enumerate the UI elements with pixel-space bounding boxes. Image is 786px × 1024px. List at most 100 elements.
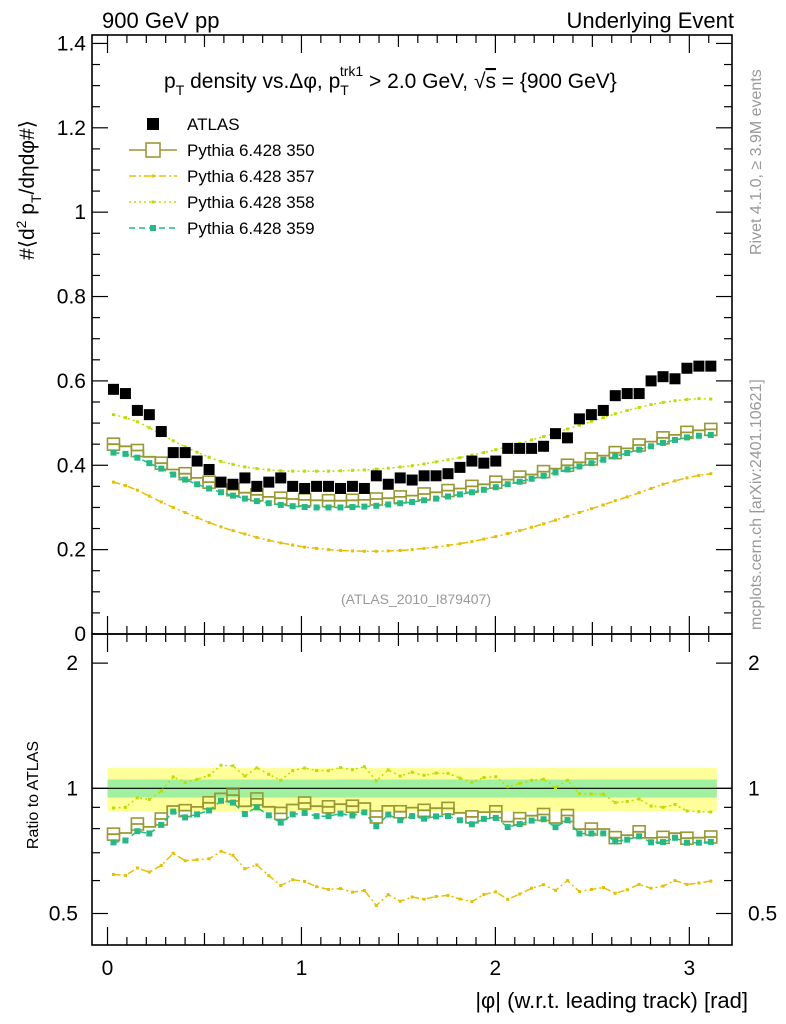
main-marker xyxy=(506,532,510,536)
main-marker xyxy=(470,453,474,457)
main-marker xyxy=(482,537,486,541)
ratio-marker xyxy=(552,824,559,831)
main-marker xyxy=(625,408,629,412)
main-marker xyxy=(637,491,641,495)
ratio-pythia-6-428-357 xyxy=(111,849,713,908)
main-atlas-point xyxy=(382,478,394,490)
ratio-marker xyxy=(482,892,486,896)
main-ytick-label: 0 xyxy=(74,623,86,646)
legend-swatch-marker xyxy=(150,225,156,231)
main-marker xyxy=(362,468,366,472)
ratio-marker xyxy=(194,811,201,818)
main-marker xyxy=(446,458,450,462)
main-marker xyxy=(528,475,535,482)
ratio-marker xyxy=(182,814,189,821)
main-atlas-point xyxy=(287,480,299,492)
main-marker xyxy=(470,540,474,544)
main-marker xyxy=(279,469,283,473)
main-marker xyxy=(456,491,463,498)
ratio-marker xyxy=(231,764,235,768)
main-atlas-point xyxy=(167,447,179,459)
ratio-marker xyxy=(349,812,356,819)
ratio-marker xyxy=(303,879,307,883)
legend-label: Pythia 6.428 359 xyxy=(187,219,315,238)
legend-swatch-atlas xyxy=(147,118,159,130)
legend-item: Pythia 6.428 359 xyxy=(129,219,315,238)
main-marker xyxy=(301,504,308,511)
ratio-marker xyxy=(183,859,187,863)
main-atlas-point xyxy=(394,472,406,484)
main-atlas-point xyxy=(550,428,562,440)
ratio-marker xyxy=(195,777,199,781)
ratio-marker xyxy=(219,763,223,767)
main-marker xyxy=(231,529,235,533)
main-marker xyxy=(361,503,368,510)
main-marker xyxy=(243,532,247,536)
ratio-marker xyxy=(374,904,378,908)
ratio-marker xyxy=(612,838,619,845)
ratio-marker xyxy=(267,874,271,878)
title-sup-trk: trk1 xyxy=(340,63,364,79)
ratio-marker xyxy=(576,830,583,837)
ratio-marker xyxy=(183,781,187,785)
ratio-marker xyxy=(589,887,593,891)
main-marker xyxy=(709,397,713,401)
main-marker xyxy=(207,521,211,525)
ratio-marker xyxy=(409,813,416,820)
ratio-marker xyxy=(170,808,177,815)
main-marker xyxy=(697,397,701,401)
ratio-marker xyxy=(325,813,332,820)
main-atlas-point xyxy=(502,442,514,454)
ratio-marker xyxy=(135,866,139,870)
main-marker xyxy=(588,460,595,467)
main-marker xyxy=(707,431,714,438)
ratio-marker xyxy=(421,815,428,822)
main-marker xyxy=(349,504,356,511)
ratio-marker xyxy=(345,799,360,814)
ratio-marker xyxy=(601,886,605,890)
main-marker xyxy=(504,481,511,488)
main-marker xyxy=(434,545,438,549)
main-ytick-label: 0.8 xyxy=(57,286,86,309)
ratio-marker xyxy=(207,773,211,777)
main-marker xyxy=(289,503,296,510)
main-marker xyxy=(159,500,163,504)
main-atlas-point xyxy=(526,442,538,454)
ratio-marker xyxy=(601,792,605,796)
main-marker xyxy=(683,434,690,441)
analysis-id: (ATLAS_2010_I879407) xyxy=(341,591,491,607)
ratio-marker xyxy=(373,823,380,830)
main-pythia-6-428-357 xyxy=(111,472,713,553)
main-marker xyxy=(231,462,235,466)
main-marker xyxy=(229,492,236,499)
main-atlas-point xyxy=(633,388,645,400)
main-atlas-point xyxy=(514,442,526,454)
main-atlas-point xyxy=(239,472,251,484)
ratio-marker xyxy=(110,839,117,846)
main-marker xyxy=(350,549,354,553)
ratio-marker xyxy=(482,775,486,779)
ratio-marker xyxy=(241,810,248,817)
ratio-marker xyxy=(374,779,378,783)
ratio-frame xyxy=(91,633,733,946)
main-marker xyxy=(480,486,487,493)
main-atlas-point xyxy=(358,482,370,494)
main-marker xyxy=(398,465,402,469)
ratio-marker xyxy=(111,872,115,876)
main-marker xyxy=(446,543,450,547)
main-atlas-point xyxy=(155,426,167,438)
main-marker xyxy=(624,450,631,457)
ylabel-b: p xyxy=(16,203,39,221)
main-atlas-point xyxy=(645,375,657,387)
ratio-marker xyxy=(434,771,438,775)
main-atlas-point xyxy=(143,409,155,421)
main-marker xyxy=(183,445,187,449)
rivet-version-text: Rivet 4.1.0, ≥ 3.9M events xyxy=(748,69,765,255)
main-ytick-label: 0.4 xyxy=(57,454,87,477)
main-marker xyxy=(374,549,378,553)
ratio-marker xyxy=(267,772,271,776)
main-atlas-point xyxy=(131,404,143,416)
main-marker xyxy=(158,465,165,472)
ylabel-sup-2: 2 xyxy=(13,220,29,228)
main-atlas-point xyxy=(227,478,239,490)
